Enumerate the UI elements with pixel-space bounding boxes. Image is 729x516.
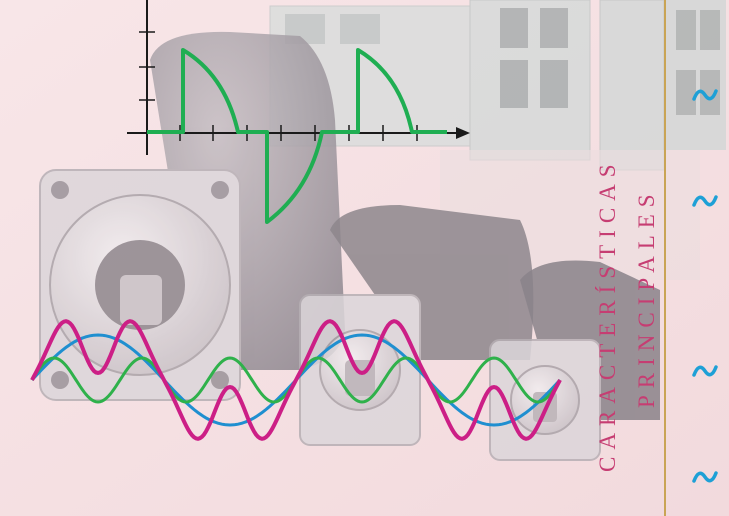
title-line-characteristics: CARACTERÍSTICAS [595,157,620,472]
magenta-harmonic-wave [30,319,562,441]
waveforms [30,319,562,441]
axis-arrow-icon [456,127,470,139]
tilde-icon [692,195,718,207]
large-servo-motor [39,31,345,401]
square-wave-trace [147,48,447,224]
driver-units [269,0,726,280]
tilde-icon [692,365,718,377]
y-axis-ticks [139,31,155,101]
title-line-principal: PRINCIPALES [634,187,659,408]
tilde-icon [692,89,718,101]
square-wave-axes [127,0,470,224]
tilde-icon [692,471,718,483]
right-divider [664,0,666,516]
